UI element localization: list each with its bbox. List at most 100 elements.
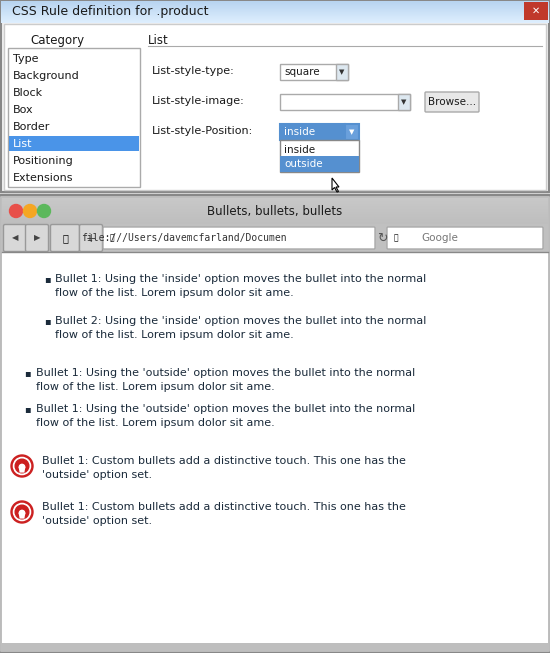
Polygon shape <box>19 467 25 473</box>
Text: 📄: 📄 <box>109 234 114 242</box>
Circle shape <box>11 501 33 523</box>
Bar <box>2 201 548 202</box>
Circle shape <box>11 455 33 477</box>
Circle shape <box>37 204 51 217</box>
Text: ◀: ◀ <box>12 234 18 242</box>
FancyBboxPatch shape <box>425 92 479 112</box>
Text: inside: inside <box>284 145 315 155</box>
FancyBboxPatch shape <box>1 1 549 192</box>
Bar <box>524 2 548 20</box>
Text: Box: Box <box>13 105 34 115</box>
Polygon shape <box>19 513 25 518</box>
Bar <box>1 14 549 15</box>
Bar <box>1 19 549 20</box>
Bar <box>2 222 548 223</box>
Text: List: List <box>148 34 169 47</box>
Text: Bullet 1: Custom bullets add a distinctive touch. This one has the
'outside' opt: Bullet 1: Custom bullets add a distincti… <box>42 502 406 526</box>
Bar <box>2 207 548 208</box>
Text: file:///Users/davemcfarland/Documen: file:///Users/davemcfarland/Documen <box>81 233 287 243</box>
Bar <box>2 206 548 207</box>
Bar <box>2 217 548 218</box>
Bar <box>1 16 549 17</box>
Text: ▪: ▪ <box>43 274 50 284</box>
Bar <box>280 94 410 110</box>
Bar <box>2 220 548 221</box>
Text: Bullet 2: Using the 'inside' option moves the bullet into the normal
flow of the: Bullet 2: Using the 'inside' option move… <box>55 316 426 340</box>
Bar <box>2 199 548 200</box>
Bar <box>2 204 548 205</box>
Text: Extensions: Extensions <box>13 173 74 183</box>
Circle shape <box>24 204 36 217</box>
Text: Positioning: Positioning <box>13 156 74 166</box>
Bar <box>1 13 549 14</box>
Bar <box>2 215 548 216</box>
Bar <box>1 8 549 9</box>
Text: List-style-image:: List-style-image: <box>152 96 245 106</box>
Bar <box>9 136 139 151</box>
Bar <box>1 2 549 3</box>
Bar <box>336 64 348 80</box>
Bar <box>280 64 348 80</box>
Text: Browse...: Browse... <box>428 97 476 107</box>
Circle shape <box>13 503 31 520</box>
Bar <box>2 643 548 651</box>
Bar <box>1 10 549 11</box>
Text: ▼: ▼ <box>349 129 355 135</box>
Bar <box>2 223 548 224</box>
Bar <box>2 218 548 219</box>
Text: 🔍: 🔍 <box>394 234 398 242</box>
Bar <box>1 9 549 10</box>
Text: ▶: ▶ <box>34 234 40 242</box>
FancyBboxPatch shape <box>0 195 550 653</box>
Bar <box>2 219 548 220</box>
Text: ↻: ↻ <box>377 232 387 244</box>
Bar <box>2 252 548 646</box>
Bar <box>1 3 549 4</box>
Text: Bullet 1: Using the 'inside' option moves the bullet into the normal
flow of the: Bullet 1: Using the 'inside' option move… <box>55 274 426 298</box>
Bar <box>1 1 549 2</box>
Text: Background: Background <box>13 71 80 81</box>
Text: Bullet 1: Using the 'outside' option moves the bullet into the normal
flow of th: Bullet 1: Using the 'outside' option mov… <box>36 404 415 428</box>
FancyBboxPatch shape <box>3 225 26 251</box>
Bar <box>1 4 549 5</box>
Text: CSS Rule definition for .product: CSS Rule definition for .product <box>12 5 208 18</box>
Bar <box>1 17 549 18</box>
Text: ▼: ▼ <box>339 69 345 75</box>
Bar <box>280 124 345 140</box>
Text: ▪: ▪ <box>24 404 30 414</box>
Bar <box>280 156 359 172</box>
Text: Bullets, bullets, bullets: Bullets, bullets, bullets <box>207 204 343 217</box>
Text: Border: Border <box>13 122 51 132</box>
Text: inside: inside <box>284 127 315 137</box>
Text: ▪: ▪ <box>24 368 30 378</box>
Bar <box>345 124 359 140</box>
Bar <box>2 198 548 199</box>
Text: Type: Type <box>13 54 39 64</box>
Circle shape <box>19 464 25 470</box>
Text: ✕: ✕ <box>532 6 540 16</box>
Text: square: square <box>284 67 320 77</box>
FancyBboxPatch shape <box>51 225 80 251</box>
Text: ▪: ▪ <box>43 316 50 326</box>
Bar <box>2 221 548 222</box>
Text: List-style-type:: List-style-type: <box>152 66 235 76</box>
Circle shape <box>19 511 25 516</box>
Text: Bullet 1: Custom bullets add a distinctive touch. This one has the
'outside' opt: Bullet 1: Custom bullets add a distincti… <box>42 456 406 480</box>
Text: 🐘: 🐘 <box>62 233 68 243</box>
Bar <box>1 5 549 6</box>
Bar <box>1 11 549 12</box>
Bar <box>1 22 549 23</box>
Circle shape <box>13 457 31 475</box>
Polygon shape <box>332 178 339 192</box>
Text: Block: Block <box>13 88 43 98</box>
FancyBboxPatch shape <box>80 225 102 251</box>
Bar <box>1 6 549 7</box>
Bar <box>2 203 548 204</box>
Text: Category: Category <box>30 34 84 47</box>
Bar <box>4 24 546 190</box>
Bar <box>1 7 549 8</box>
Circle shape <box>15 459 29 473</box>
Bar <box>2 202 548 203</box>
Circle shape <box>9 204 23 217</box>
Text: List-style-Position:: List-style-Position: <box>152 126 253 136</box>
